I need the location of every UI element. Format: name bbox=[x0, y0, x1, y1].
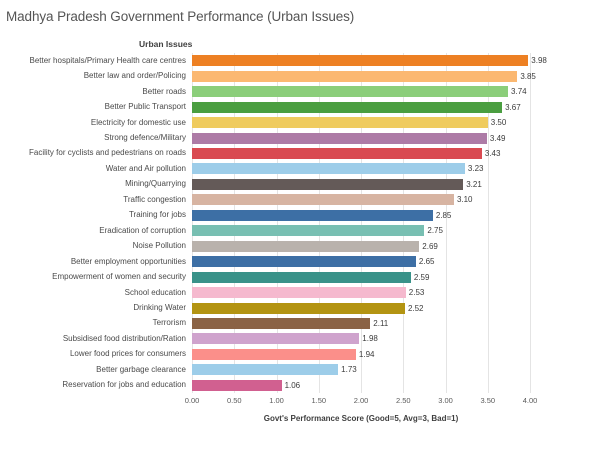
bar-value-label: 2.11 bbox=[373, 318, 389, 328]
category-label: Noise Pollution bbox=[132, 241, 186, 251]
x-tick-label: 4.00 bbox=[522, 396, 538, 405]
bar[interactable] bbox=[192, 379, 282, 391]
bar-value-label: 2.69 bbox=[422, 241, 438, 251]
bar-value-label: 2.53 bbox=[408, 288, 425, 298]
bar-value-label: 2.85 bbox=[435, 210, 452, 220]
bar-value-label: 3.10 bbox=[456, 195, 473, 205]
category-label: Strong defence/Military bbox=[104, 133, 186, 142]
bar[interactable] bbox=[192, 209, 433, 221]
category-label: Reservation for jobs and education bbox=[62, 380, 186, 390]
gridline bbox=[361, 53, 362, 393]
bar[interactable] bbox=[192, 117, 488, 129]
bar-value-label: 2.59 bbox=[413, 272, 430, 282]
x-axis-tick-labels: 0.00 0.50 1.00 1.50 2.00 2.50 3.00 3.50 4.00 bbox=[185, 396, 538, 410]
category-label: Better Public Transport bbox=[104, 102, 186, 112]
gridline bbox=[276, 53, 278, 393]
bar-value-label: 3.43 bbox=[484, 148, 501, 158]
x-axis-title: Govt's Performance Score (Good=5, Avg=3,… bbox=[263, 414, 459, 423]
x-tick-label: 0.50 bbox=[226, 396, 242, 405]
bar[interactable] bbox=[192, 271, 411, 283]
category-label: Terrorism bbox=[152, 318, 186, 328]
bar-value-label: 2.75 bbox=[427, 226, 443, 236]
bar-value-label: 1.73 bbox=[341, 365, 357, 375]
x-tick-label: 3.00 bbox=[438, 396, 453, 405]
bar-value-label: 3.49 bbox=[489, 133, 506, 143]
bar[interactable] bbox=[192, 333, 360, 345]
category-label: Lower food prices for consumers bbox=[69, 349, 186, 359]
bar-value-label: 3.74 bbox=[511, 87, 527, 97]
category-label: Water and Air pollution bbox=[105, 163, 186, 173]
category-label: Better roads bbox=[142, 86, 186, 96]
category-label: Subsidised food distribution/Ration bbox=[62, 333, 186, 343]
bar[interactable] bbox=[192, 240, 420, 252]
bar[interactable] bbox=[192, 194, 454, 206]
category-label: School education bbox=[124, 287, 186, 297]
category-label: Facility for cyclists and pedestrians on… bbox=[29, 148, 186, 158]
bar-value-label: 2.52 bbox=[407, 303, 424, 313]
bar[interactable] bbox=[192, 178, 464, 190]
gridline bbox=[487, 53, 489, 393]
category-label: Mining/Quarrying bbox=[125, 179, 186, 189]
category-label: Better garbage clearance bbox=[96, 364, 186, 374]
bar-value-label: 3.98 bbox=[531, 56, 547, 66]
bar[interactable] bbox=[192, 86, 509, 98]
x-tick-label: 1.50 bbox=[311, 396, 327, 405]
x-tick-label: 3.50 bbox=[480, 396, 496, 405]
gridline bbox=[192, 53, 193, 393]
bar[interactable] bbox=[192, 70, 518, 82]
bar-value-label: 1.98 bbox=[362, 334, 378, 344]
category-label: Eradication of corruption bbox=[99, 225, 186, 235]
gridline bbox=[318, 53, 320, 393]
bar[interactable] bbox=[192, 287, 406, 299]
bar[interactable] bbox=[192, 225, 425, 237]
legend-title: Urban Issues bbox=[139, 39, 193, 49]
chart-plot-wrapper: Better hospitals/Primary Health care cen… bbox=[0, 53, 600, 393]
bar[interactable] bbox=[192, 317, 371, 329]
bar[interactable] bbox=[192, 101, 503, 113]
category-label: Better hospitals/Primary Health care cen… bbox=[29, 55, 186, 65]
x-tick-label: 0.00 bbox=[184, 396, 200, 405]
bar[interactable] bbox=[192, 364, 339, 376]
category-label: Electricity for domestic use bbox=[90, 117, 186, 127]
bar[interactable] bbox=[192, 302, 405, 314]
bar[interactable] bbox=[192, 147, 482, 159]
bar-value-label: 3.23 bbox=[467, 164, 484, 174]
category-label: Traffic congestion bbox=[123, 194, 186, 204]
bar-value-label: 2.65 bbox=[418, 257, 435, 267]
bar-value-label: 3.85 bbox=[520, 71, 536, 81]
gridline bbox=[234, 53, 236, 393]
bar[interactable] bbox=[192, 256, 416, 268]
x-tick-label: 2.00 bbox=[353, 396, 369, 405]
gridline bbox=[445, 53, 447, 393]
bar-value-label: 3.21 bbox=[466, 179, 482, 189]
bar[interactable] bbox=[192, 55, 529, 67]
bar[interactable] bbox=[192, 132, 487, 144]
category-axis-labels: Better hospitals/Primary Health care cen… bbox=[0, 53, 189, 393]
gridline bbox=[403, 53, 405, 393]
x-tick-label: 1.00 bbox=[269, 396, 284, 405]
bar[interactable] bbox=[192, 348, 356, 360]
gridline bbox=[530, 53, 531, 393]
category-label: Better law and order/Policing bbox=[83, 71, 186, 81]
bar-value-label: 3.67 bbox=[505, 102, 521, 112]
bar-plot-area: 3.98 3.85 3.74 3.67 3.50 3.49 3.43 3.23 3.21 3.10… bbox=[192, 53, 547, 393]
category-label: Empowerment of women and security bbox=[52, 272, 186, 282]
bar-value-label: 3.50 bbox=[490, 118, 507, 128]
bar-value-label: 1.94 bbox=[358, 349, 375, 359]
chart-title: Madhya Pradesh Government Performance (U… bbox=[6, 9, 355, 24]
bar[interactable] bbox=[192, 163, 465, 175]
category-label: Training for jobs bbox=[128, 210, 186, 220]
bar-value-label: 1.06 bbox=[284, 380, 301, 390]
x-tick-label: 2.50 bbox=[395, 396, 411, 405]
category-label: Drinking Water bbox=[133, 303, 186, 312]
category-label: Better employment opportunities bbox=[70, 256, 186, 266]
